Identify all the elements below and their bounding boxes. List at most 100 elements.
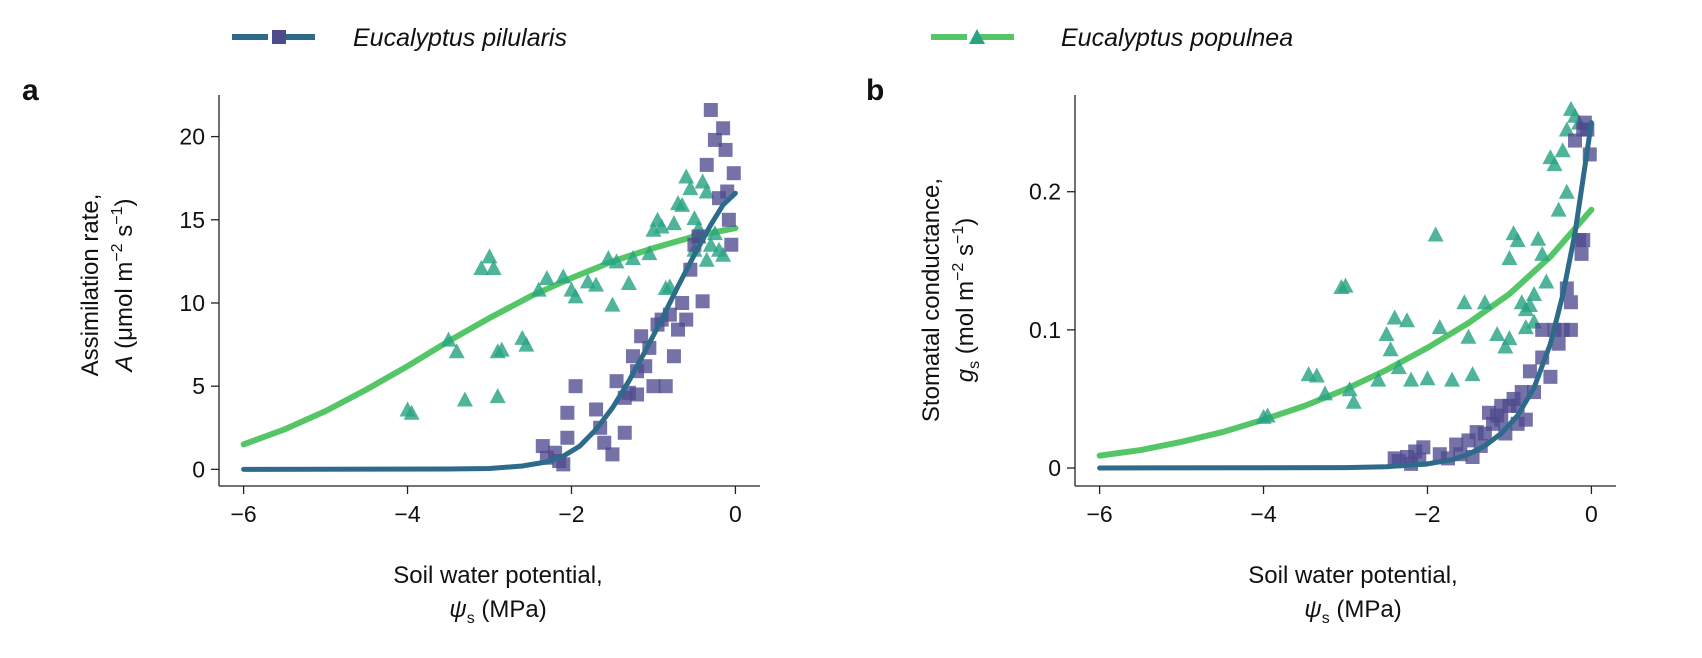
data-point-pilularis [679,312,694,327]
data-point-populnea [1370,371,1387,387]
data-point-populnea [1378,326,1395,342]
data-point-pilularis [721,212,736,227]
y-axis-label-a-line1: Assimilation rate, [77,194,104,377]
data-point-populnea [1526,285,1543,301]
data-point-populnea [1534,245,1551,261]
x-tick-label: −6 [230,501,256,527]
data-point-pilularis [707,132,722,147]
data-point-pilularis [617,425,632,440]
data-point-populnea [694,173,711,189]
fit-line-pilularis [1097,120,1594,471]
data-point-pilularis [1416,440,1431,455]
data-point-pilularis [560,405,575,420]
legend-entry-populnea: Eucalyptus populnea [931,24,1293,52]
data-point-pilularis [625,349,640,364]
fit-line-populnea [240,225,739,448]
fit-line-pilularis [241,190,738,472]
data-point-pilularis [726,166,741,181]
data-point-pilularis [597,435,612,450]
y-tick-label: 5 [192,373,205,399]
data-point-populnea [698,251,715,267]
data-point-populnea [493,341,510,357]
data-point-pilularis [658,379,673,394]
data-point-populnea [653,218,670,234]
data-point-populnea [1554,142,1571,158]
data-point-pilularis [695,294,710,309]
data-point-populnea [624,250,641,266]
data-point-pilularis [1518,412,1533,427]
data-point-pilularis [589,402,604,417]
y-axis-label-b-line1: Stomatal conductance, [918,178,945,422]
x-tick-label: −2 [558,501,584,527]
y-axis-label-b-line2: gs (mol m−2 s−1) [950,218,983,383]
y-tick-label: 0 [1048,455,1061,481]
data-point-populnea [686,210,703,226]
data-point-pilularis [1494,412,1509,427]
data-point-populnea [706,225,723,241]
data-point-populnea [1550,201,1567,217]
data-point-populnea [1341,381,1358,397]
panel-label-b: b [866,74,884,107]
data-point-populnea [485,260,502,276]
x-tick-label: −6 [1086,501,1112,527]
data-point-pilularis [1535,322,1550,337]
data-point-populnea [1497,338,1514,354]
y-tick-label: 0.1 [1029,317,1061,343]
data-point-populnea [518,336,535,352]
data-point-populnea [682,180,699,196]
data-point-pilularis [560,430,575,445]
y-tick-label: 15 [179,207,205,233]
data-point-pilularis [716,121,731,136]
data-point-populnea [1337,277,1354,293]
axis-ticks-a: −6 −4 −2 0 0 5 10 15 20 [179,95,760,527]
data-point-pilularis [703,102,718,117]
data-point-populnea [1476,294,1493,310]
data-point-populnea [440,331,457,347]
y-axis-label-a-line2: A (μmol m−2 s−1) [109,198,138,373]
data-point-populnea [678,168,695,184]
data-point-pilularis [1551,336,1566,351]
data-point-populnea [1390,359,1407,375]
data-point-populnea [1460,328,1477,344]
data-point-populnea [1558,183,1575,199]
data-point-pilularis [605,447,620,462]
data-point-pilularis [1574,246,1589,261]
data-point-populnea [1398,312,1415,328]
data-point-pilularis [1543,369,1558,384]
x-axis-unit-a: ψs (MPa) [449,596,546,627]
data-point-pilularis [630,387,645,402]
x-tick-label: 0 [729,501,742,527]
data-point-populnea [620,275,637,291]
legend-label-populnea: Eucalyptus populnea [1061,24,1293,52]
data-point-pilularis [646,379,661,394]
data-point-populnea [448,343,465,359]
data-point-populnea [1431,319,1448,335]
data-point-populnea [604,296,621,312]
x-tick-label: 0 [1585,501,1598,527]
data-point-pilularis [1563,295,1578,310]
data-point-populnea [641,245,658,261]
data-point-pilularis [556,457,571,472]
chart-panel-a: −6 −4 −2 0 0 5 10 15 20 Soil water potential, ψs… [77,95,760,627]
data-point-populnea [1427,226,1444,242]
data-point-populnea [1456,294,1473,310]
data-point-populnea [538,270,555,286]
data-point-populnea [1419,370,1436,386]
data-point-populnea [1382,341,1399,357]
data-point-populnea [456,391,473,407]
data-point-pilularis [666,349,681,364]
data-point-populnea [530,281,547,297]
data-point-populnea [1489,326,1506,342]
data-point-populnea [1521,297,1538,313]
data-point-pilularis [1576,233,1591,248]
data-point-populnea [567,288,584,304]
data-point-populnea [698,183,715,199]
y-tick-label: 10 [179,290,205,316]
panel-label-a: a [22,74,39,107]
chart-panel-b: −6 −4 −2 0 0 0.1 0.2 Soil water potential, ψs … [918,95,1616,627]
axis-ticks-b: −6 −4 −2 0 0 0.1 0.2 [1029,95,1616,527]
legend-marker-triangle [969,29,985,44]
data-point-populnea [1501,250,1518,266]
data-point-populnea [473,260,490,276]
